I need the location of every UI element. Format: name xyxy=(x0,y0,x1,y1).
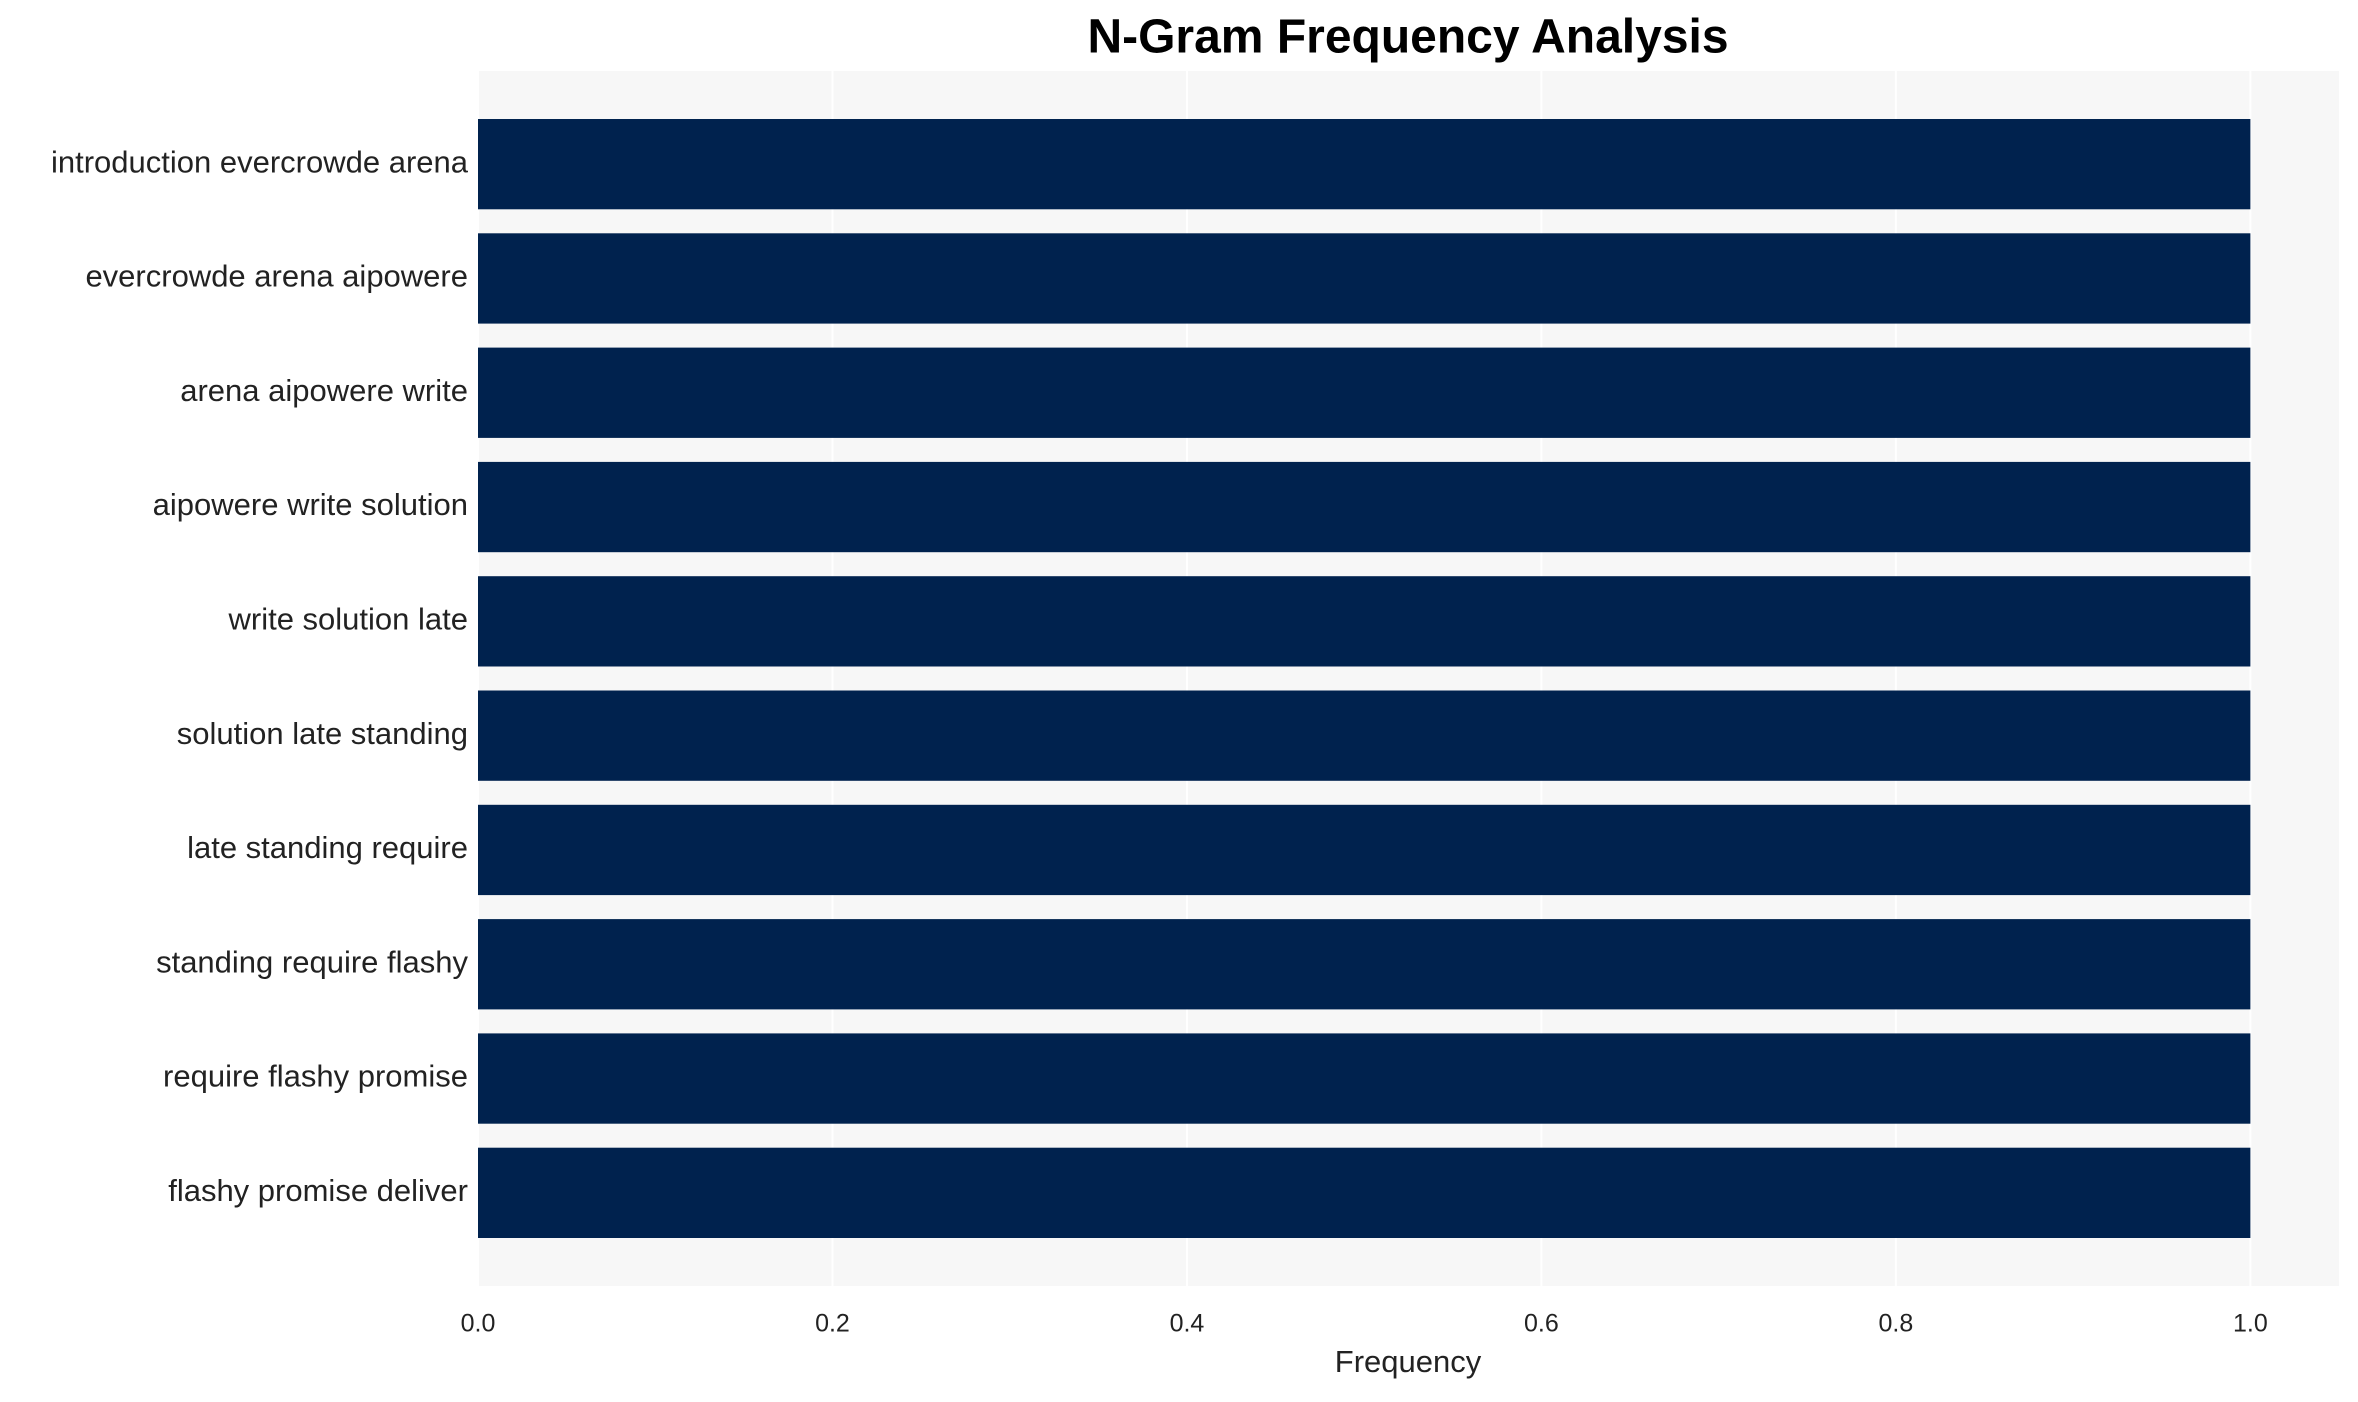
bar xyxy=(478,690,2251,781)
x-tick-label: 0.8 xyxy=(1879,1310,1914,1338)
bar xyxy=(478,347,2251,438)
y-tick-label: solution late standing xyxy=(177,716,468,751)
bar xyxy=(478,1147,2251,1238)
y-tick-label: standing require flashy xyxy=(156,944,468,979)
bar xyxy=(478,1033,2251,1124)
bar xyxy=(478,233,2251,324)
chart-title: N-Gram Frequency Analysis xyxy=(1087,11,1728,64)
y-tick-label: aipowere write solution xyxy=(153,487,468,522)
bar xyxy=(478,461,2251,553)
y-tick-label: flashy promise deliver xyxy=(168,1173,468,1208)
bar xyxy=(478,119,2251,210)
x-tick-label: 0.0 xyxy=(461,1310,496,1338)
y-tick-label: late standing require xyxy=(187,830,468,865)
y-tick-label: arena aipowere write xyxy=(180,373,468,408)
y-tick-label: introduction evercrowde arena xyxy=(51,144,469,179)
y-tick-label: write solution late xyxy=(227,602,468,637)
bar xyxy=(478,576,2251,667)
x-tick-label: 0.2 xyxy=(815,1310,850,1338)
bar xyxy=(478,919,2251,1010)
y-tick-label: require flashy promise xyxy=(163,1059,468,1094)
x-axis-label: Frequency xyxy=(1335,1344,1482,1379)
x-tick-label: 1.0 xyxy=(2233,1310,2268,1338)
x-tick-label: 0.6 xyxy=(1524,1310,1559,1338)
x-tick-label: 0.4 xyxy=(1170,1310,1205,1338)
bar xyxy=(478,804,2251,896)
y-tick-label: evercrowde arena aipowere xyxy=(85,259,468,294)
